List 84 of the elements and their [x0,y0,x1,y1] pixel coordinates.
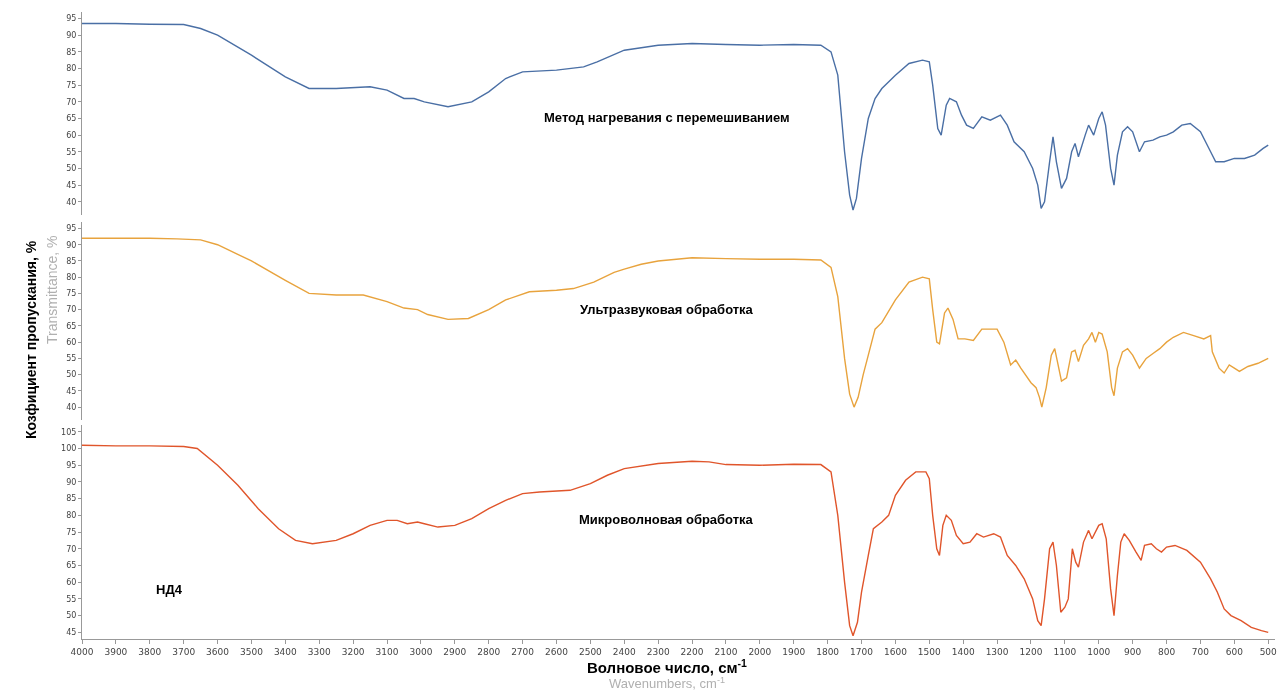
y-tick-label: 45 [66,180,77,190]
y-tick-label: 80 [66,64,77,74]
x-tick-label: 1300 [985,646,1009,657]
x-tick-label: 4000 [70,646,94,657]
y-tick-label: 95 [66,461,77,471]
x-tick-label: 1600 [883,646,908,657]
y-tick-label: 75 [66,289,77,299]
x-tick-label: 1400 [951,646,975,657]
x-tick-label: 1000 [1087,646,1111,657]
x-tick-label: 500 [1259,646,1278,657]
x-tick-label: 900 [1124,646,1142,657]
x-axis-title: Волновое число, см$^{-1}$ [587,657,748,677]
y-tick-label: 45 [66,628,77,638]
x-tick-label: 3900 [104,646,128,657]
y-tick-label: 50 [66,164,77,174]
y-tick-label: 60 [66,337,77,347]
y-axis-title: Козфициент пропускания, % [23,240,40,440]
y-tick-label: 70 [66,305,77,315]
x-tick-label: 1700 [850,646,874,657]
x-tick-label: 3500 [240,646,264,657]
x-tick-label: 600 [1225,646,1244,657]
x-tick-label: 1800 [816,646,840,657]
series-label: Микроволновая обработка [579,512,754,527]
y-tick-label: 75 [66,80,77,90]
y-tick-label: 90 [66,477,77,487]
y-tick-label: 95 [66,224,77,234]
y-tick-label: 70 [66,97,77,107]
x-tick-label: 3700 [172,646,196,657]
x-tick-label: 3800 [138,646,162,657]
x-tick-label: 2800 [477,646,501,657]
y-tick-label: 55 [66,354,77,364]
y-tick-label: 55 [66,594,77,604]
x-tick-label: 3100 [375,646,399,657]
x-tick-label: 2600 [545,646,569,657]
y-tick-label: 60 [66,130,77,140]
y-tick-label: 90 [66,31,77,40]
text: Метод нагревания с перемешиванием [544,110,790,125]
x-tick-label: 1500 [917,646,942,657]
x-tick-label: 3400 [273,646,298,657]
x-tick-label: 3200 [341,646,365,657]
x-tick-label: 2000 [748,646,772,657]
y-tick-label: 65 [66,114,77,124]
y-tick-label: 40 [66,402,77,412]
y-tick-label: 55 [66,147,77,157]
y-tick-label: 40 [66,197,77,207]
y-tick-label: 95 [66,14,77,24]
x-tick-label: 3000 [409,646,433,657]
x-tick-label: 2200 [680,646,704,657]
line-series [82,22,1269,211]
text: Wavenumbers, cm$^{-1}$ [609,675,725,691]
y-tick-label: 50 [66,370,77,380]
text: Transmittance, % [44,235,61,344]
y-tick-label: 85 [66,256,77,266]
x-tick-label: 800 [1157,646,1176,657]
x-tick-label: 1900 [782,646,806,657]
x-tick-label: 2500 [578,646,603,657]
y-tick-label: 85 [66,494,77,504]
x-tick-label: 700 [1191,646,1210,657]
y-tick-label: 100 [61,444,77,454]
y-tick-label: 65 [66,321,77,331]
y-tick-label: 45 [66,386,77,396]
x-tick-label: 1100 [1053,646,1077,657]
y-tick-label: 105 [61,427,77,437]
y-tick-label: 85 [66,47,77,57]
y-tick-label: 70 [66,544,77,554]
x-tick-label: 3300 [307,646,331,657]
x-tick-label: 2400 [612,646,636,657]
y-tick-label: 50 [66,611,77,621]
y-tick-label: 75 [66,527,77,537]
y-tick-label: 80 [66,272,77,282]
line-series [82,444,1269,637]
x-tick-label: 2900 [443,646,467,657]
y-tick-label: 80 [66,511,77,521]
x-tick-label: 1200 [1019,646,1043,657]
annotation: НД4 [156,582,183,597]
x-tick-label: 2300 [646,646,670,657]
line-series [82,237,1269,408]
x-tick-label: 2700 [511,646,535,657]
y-tick-label: 65 [66,561,77,571]
x-tick-label: 3600 [206,646,230,657]
y-tick-label: 60 [66,577,77,587]
series-label: Ультразвуковая обработка [580,302,754,317]
x-tick-label: 2100 [714,646,738,657]
y-tick-label: 90 [66,240,77,250]
